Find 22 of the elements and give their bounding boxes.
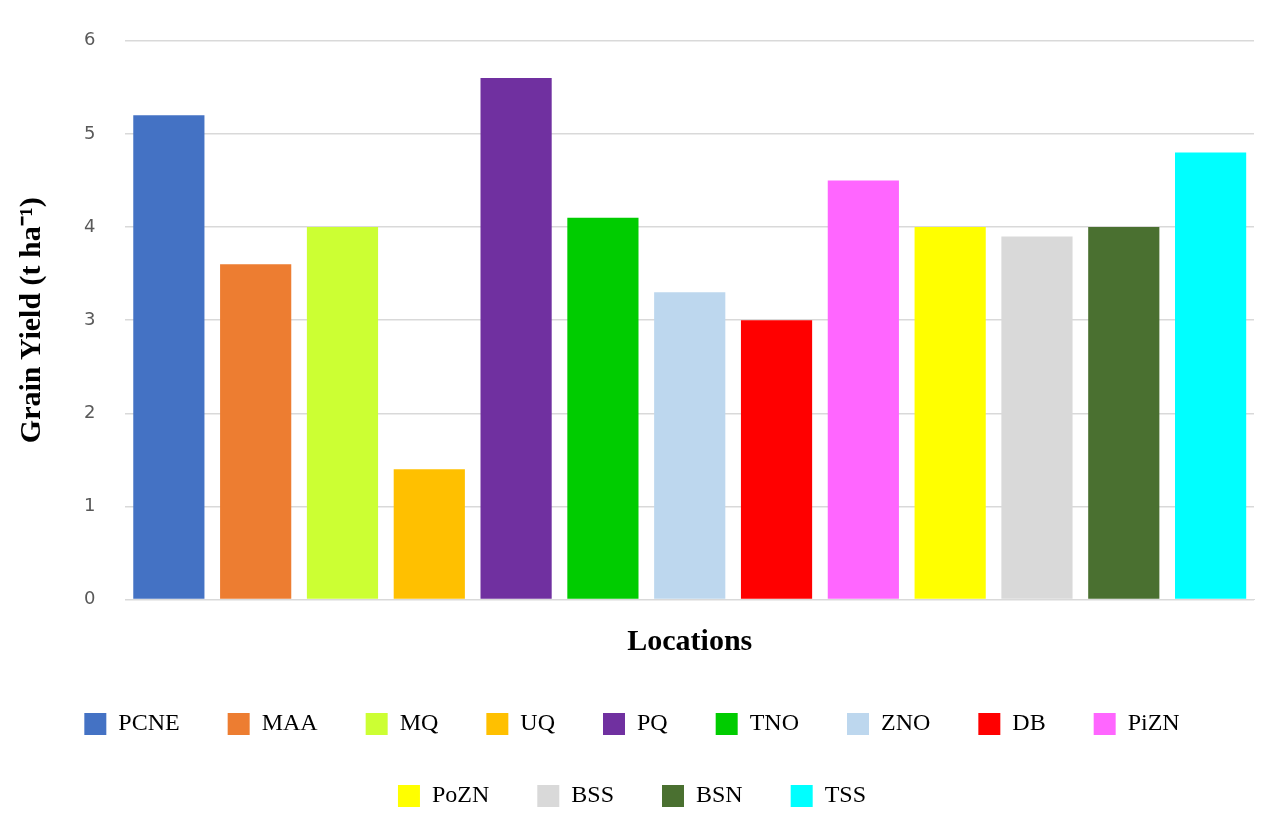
legend-label: DB xyxy=(1012,709,1046,736)
legend-label: PoZN xyxy=(431,781,490,808)
x-axis-title: Locations xyxy=(627,622,753,656)
legend-label: PiZN xyxy=(1127,709,1180,736)
y-tick-label: 5 xyxy=(84,121,96,143)
legend-label: TNO xyxy=(749,709,800,736)
legend-label: MAA xyxy=(261,709,319,736)
legend-label: BSN xyxy=(696,781,743,808)
y-tick-label: 4 xyxy=(84,214,96,236)
legend-label: MQ xyxy=(399,709,439,736)
legend-label: PCNE xyxy=(118,709,180,736)
y-axis-title: Grain Yield (t ha⁻¹) xyxy=(12,197,47,444)
legend-label: TSS xyxy=(824,781,867,808)
legend-label: BSS xyxy=(571,781,614,808)
y-tick-label: 3 xyxy=(84,307,96,329)
legend-label: PQ xyxy=(637,709,668,736)
y-tick-label: 6 xyxy=(84,28,96,50)
legend-label: UQ xyxy=(520,709,556,736)
y-tick-label: 1 xyxy=(84,494,96,516)
legend-label: ZNO xyxy=(881,709,931,736)
y-tick-label: 2 xyxy=(84,401,96,423)
y-tick-label: 0 xyxy=(84,587,96,609)
